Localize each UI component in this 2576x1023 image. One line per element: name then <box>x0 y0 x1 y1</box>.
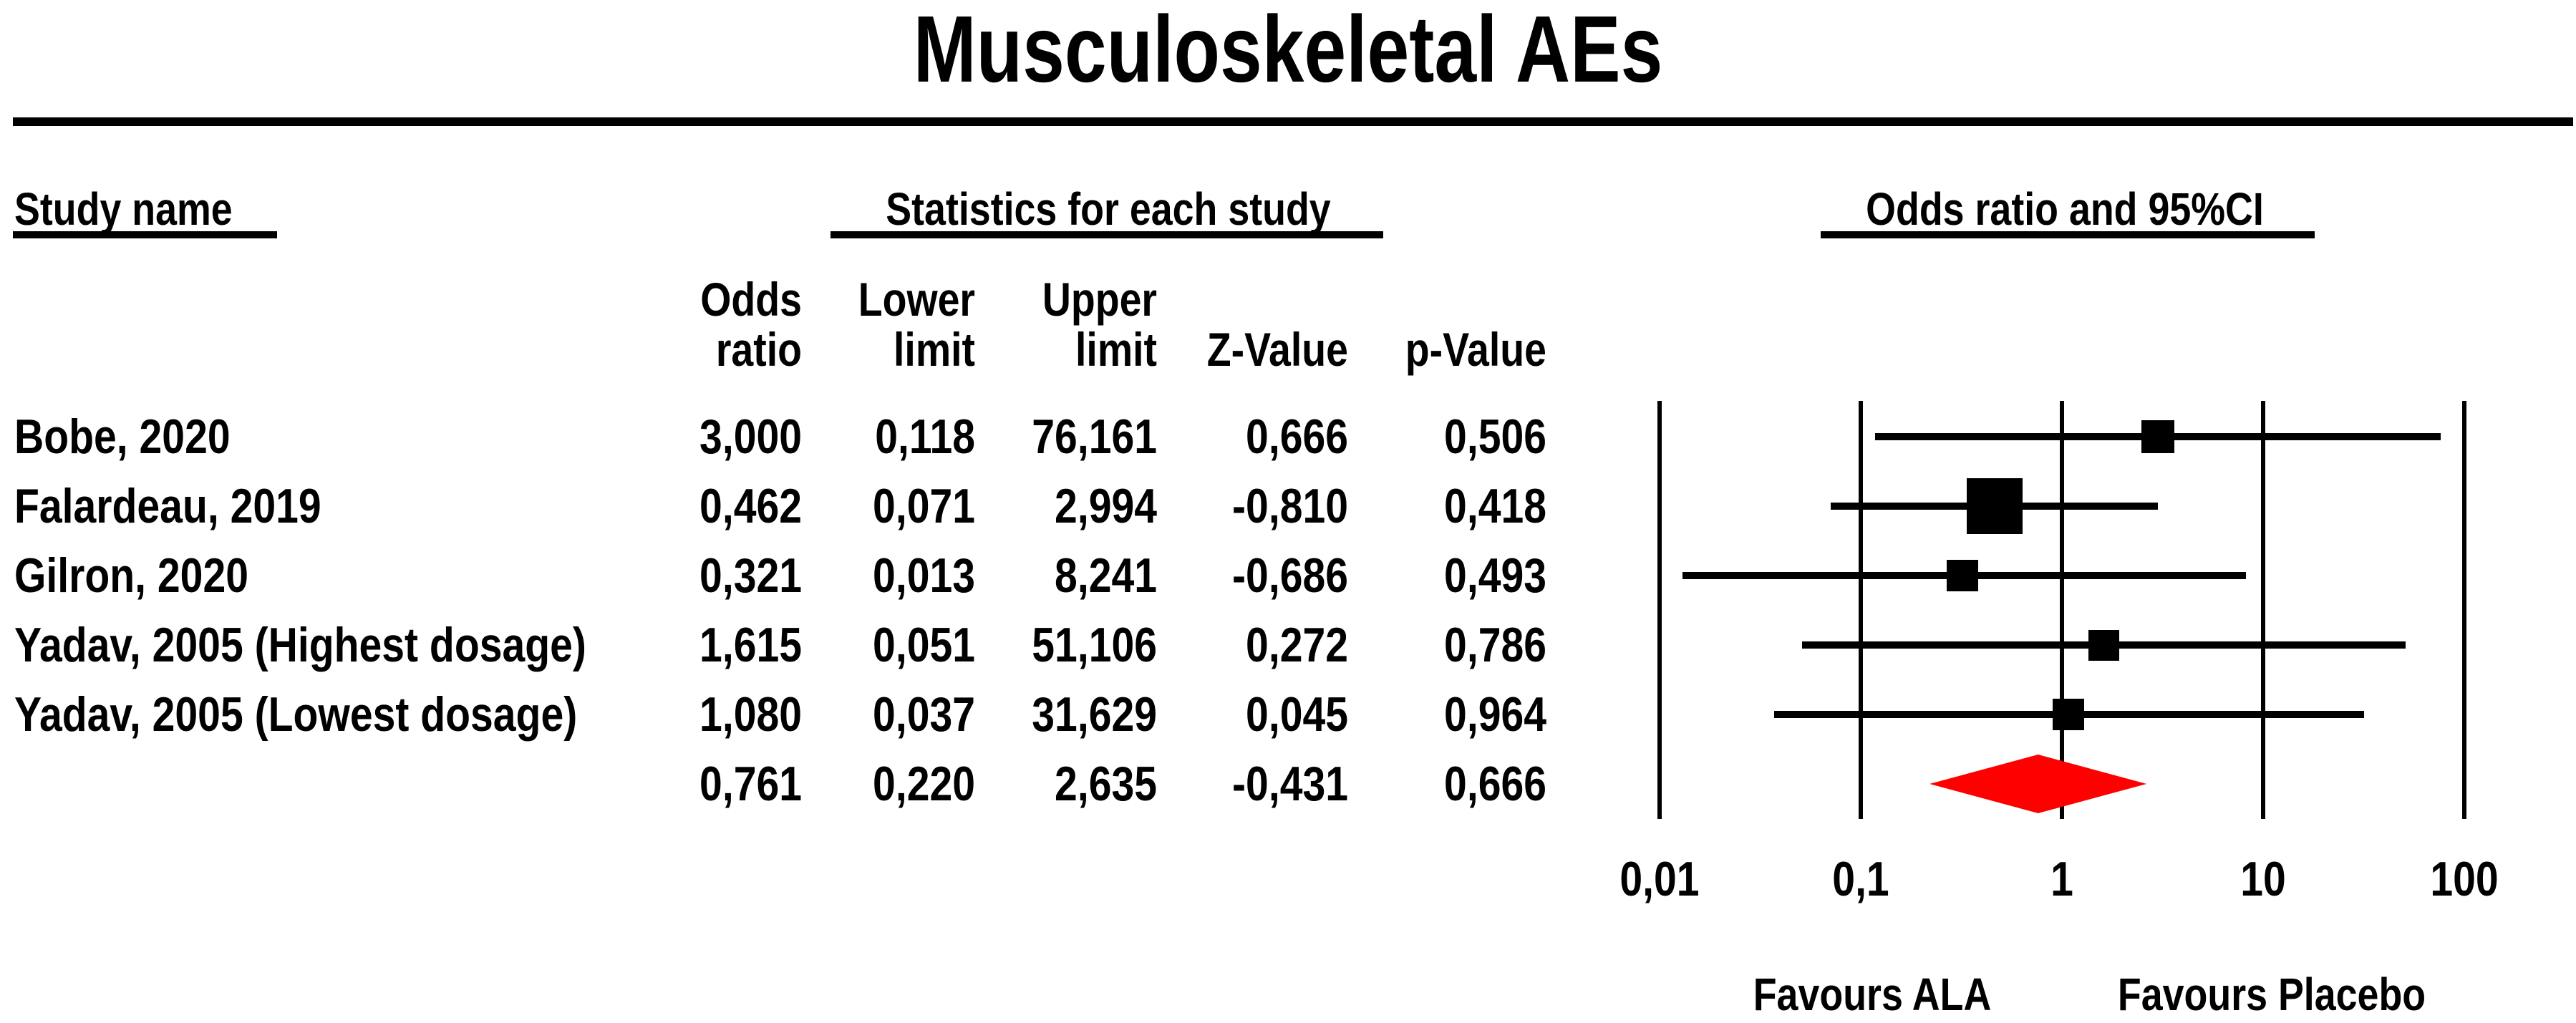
stat-cell-z_value: 0,666 <box>1246 409 1348 464</box>
stat-cell-p_value: 0,418 <box>1444 479 1546 533</box>
stat-cell-odds_ratio: 0,321 <box>699 548 802 603</box>
stat-cell-lower_limit: 0,013 <box>873 548 975 603</box>
study-name-label: Gilron, 2020 <box>14 548 248 603</box>
section-header-odds-ratio-ci: Odds ratio and 95%CI <box>1866 183 2264 235</box>
favours-ala-label: Favours ALA <box>1753 969 1992 1020</box>
study-name-underline <box>13 231 277 238</box>
stat-cell-odds_ratio: 3,000 <box>699 409 802 464</box>
stat-cell-p_value: 0,666 <box>1444 757 1546 811</box>
stat-cell-z_value: 0,272 <box>1246 618 1348 672</box>
study-name-label: Yadav, 2005 (Highest dosage) <box>14 618 586 672</box>
title-rule <box>13 117 2573 126</box>
stat-cell-z_value: -0,810 <box>1232 479 1348 533</box>
summary-diamond <box>1929 755 2147 813</box>
gridline-1 <box>2060 401 2064 819</box>
column-header-odds-ratio-line2: ratio <box>715 323 802 376</box>
column-header-p-value-line1 <box>1294 274 1546 324</box>
tick-label-0,01: 0,01 <box>1619 852 1700 906</box>
column-header-lower-limit-line2: limit <box>894 323 975 376</box>
column-header-p-value-line2: p-Value <box>1405 323 1546 376</box>
gridline-10 <box>2261 401 2265 819</box>
stat-cell-upper_limit: 2,635 <box>1055 757 1157 811</box>
stat-cell-odds_ratio: 0,761 <box>699 757 802 811</box>
stat-cell-z_value: 0,045 <box>1246 687 1348 742</box>
stat-cell-p_value: 0,493 <box>1444 548 1546 603</box>
stat-cell-p_value: 0,786 <box>1444 618 1546 672</box>
study-name-label: Bobe, 2020 <box>14 409 231 464</box>
stat-cell-upper_limit: 8,241 <box>1055 548 1157 603</box>
statistics-underline <box>831 231 1383 238</box>
gridline-0,01 <box>1657 401 1662 819</box>
section-header-statistics: Statistics for each study <box>886 183 1331 235</box>
column-header-upper-limit: Upper limit <box>904 274 1157 374</box>
stat-cell-odds_ratio: 1,615 <box>699 618 802 672</box>
study-name-label: Yadav, 2005 (Lowest dosage) <box>14 687 578 742</box>
favours-placebo-label: Favours Placebo <box>2117 969 2426 1020</box>
effect-square <box>2141 420 2175 453</box>
stat-cell-upper_limit: 2,994 <box>1055 479 1157 533</box>
column-header-z-value-line2: Z-Value <box>1206 323 1348 376</box>
tick-label-10: 10 <box>2240 852 2286 906</box>
column-header-odds-ratio: Odds ratio <box>549 274 802 374</box>
stat-cell-lower_limit: 0,037 <box>873 687 975 742</box>
study-name-label: Falardeau, 2019 <box>14 479 321 533</box>
effect-square <box>2053 699 2085 730</box>
stat-cell-upper_limit: 51,106 <box>1032 618 1157 672</box>
gridline-100 <box>2462 401 2466 819</box>
tick-label-1: 1 <box>2050 852 2073 906</box>
stat-cell-odds_ratio: 1,080 <box>699 687 802 742</box>
column-header-lower-limit: Lower limit <box>722 274 975 374</box>
stat-cell-lower_limit: 0,071 <box>873 479 975 533</box>
odds-ratio-ci-underline <box>1821 231 2315 238</box>
gridline-0,1 <box>1859 401 1863 819</box>
column-header-odds-ratio-line1: Odds <box>700 273 802 326</box>
stat-cell-z_value: -0,431 <box>1232 757 1348 811</box>
stat-cell-odds_ratio: 0,462 <box>699 479 802 533</box>
column-header-p-value: p-Value <box>1294 274 1546 374</box>
stat-cell-p_value: 0,964 <box>1444 687 1546 742</box>
stat-cell-p_value: 0,506 <box>1444 409 1546 464</box>
stat-cell-lower_limit: 0,220 <box>873 757 975 811</box>
stat-cell-z_value: -0,686 <box>1232 548 1348 603</box>
effect-square <box>2088 629 2119 661</box>
stat-cell-upper_limit: 31,629 <box>1032 687 1157 742</box>
column-header-lower-limit-line1: Lower <box>858 273 975 326</box>
stat-cell-lower_limit: 0,118 <box>875 409 975 464</box>
stat-cell-lower_limit: 0,051 <box>873 618 975 672</box>
tick-label-100: 100 <box>2430 852 2499 906</box>
stat-cell-upper_limit: 76,161 <box>1032 409 1157 464</box>
section-header-study-name: Study name <box>14 183 233 235</box>
effect-square <box>1966 478 2023 534</box>
effect-square <box>1947 560 1979 591</box>
tick-label-0,1: 0,1 <box>1832 852 1889 906</box>
chart-title: Musculoskeletal AEs <box>913 0 1663 102</box>
column-header-upper-limit-line2: limit <box>1075 323 1157 376</box>
column-header-upper-limit-line1: Upper <box>1042 273 1157 326</box>
column-header-z-value: Z-Value <box>1095 274 1348 374</box>
